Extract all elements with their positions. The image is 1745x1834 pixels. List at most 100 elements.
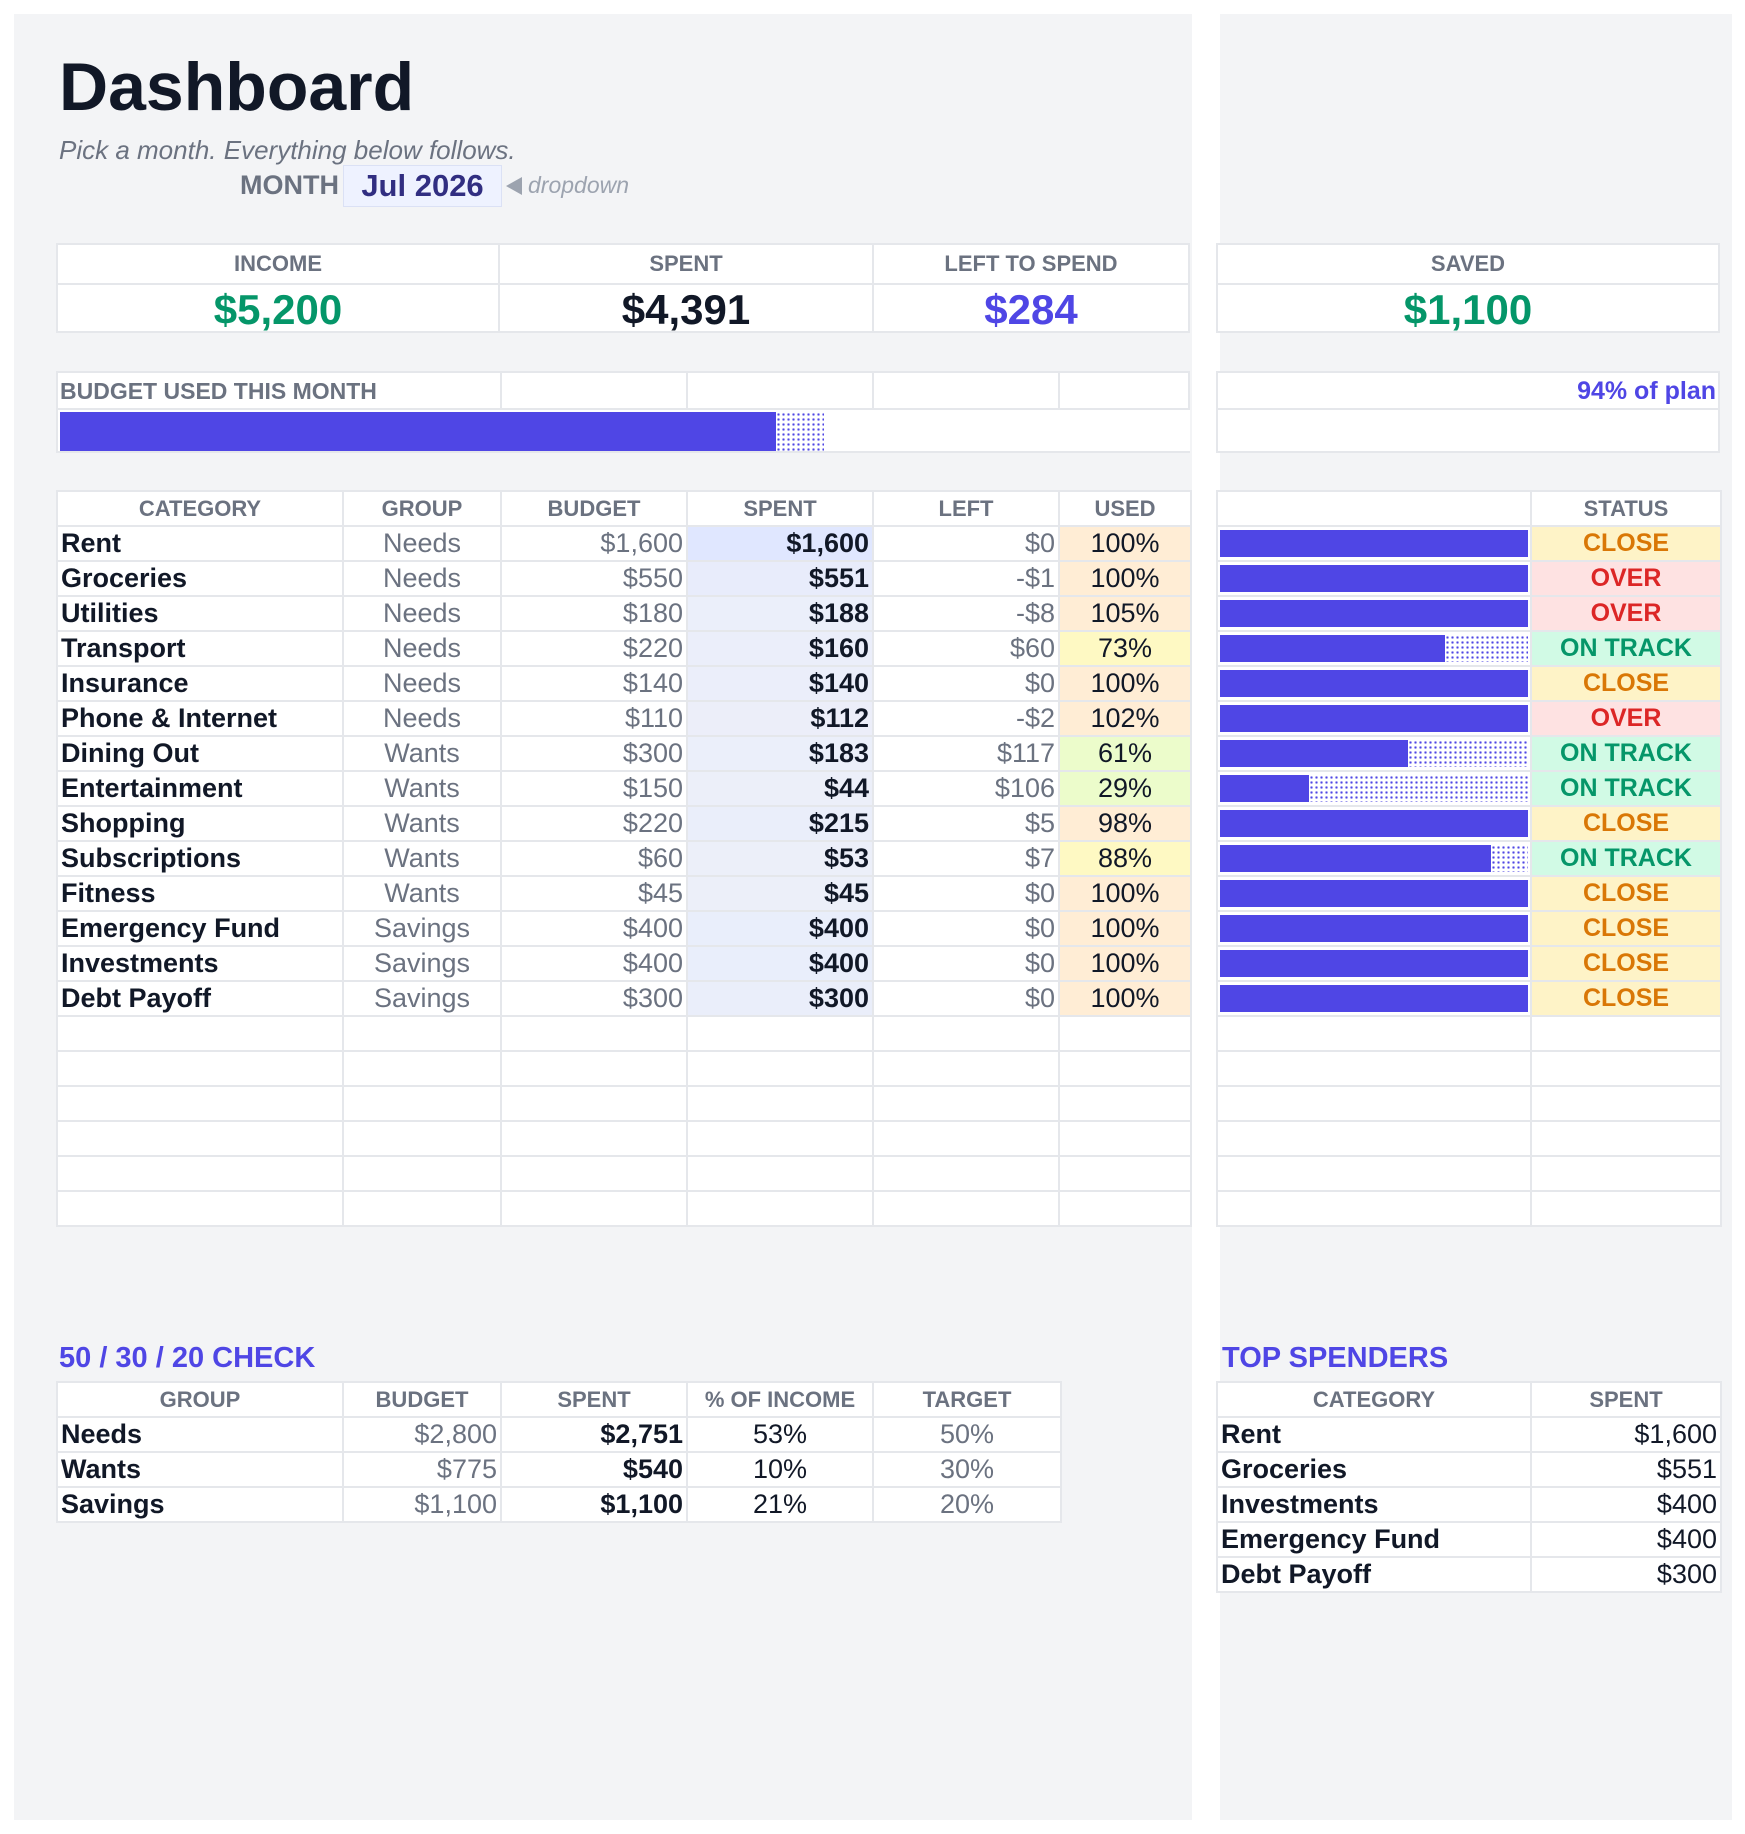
status-badge: ON TRACK — [1530, 770, 1722, 807]
category-spent[interactable]: $400 — [686, 910, 874, 947]
top-spender-category: Rent — [1216, 1416, 1532, 1453]
category-table-header-cell: GROUP — [342, 490, 502, 527]
check-spent: $540 — [500, 1451, 688, 1488]
category-used: 102% — [1058, 700, 1192, 737]
progress-bar-fill — [1220, 915, 1528, 942]
page-title: Dashboard — [59, 49, 415, 125]
category-name: Insurance — [56, 665, 344, 702]
category-used: 73% — [1058, 630, 1192, 667]
status-badge: CLOSE — [1530, 805, 1722, 842]
check-target: 30% — [872, 1451, 1062, 1488]
progress-bar-fill — [1220, 670, 1528, 697]
month-dropdown[interactable]: Jul 2026 — [343, 165, 502, 207]
category-spent[interactable]: $188 — [686, 595, 874, 632]
status-badge: CLOSE — [1530, 665, 1722, 702]
empty-cell — [872, 1190, 1060, 1227]
category-group: Wants — [342, 770, 502, 807]
category-table-header-cell: LEFT — [872, 490, 1060, 527]
empty-cell — [1216, 1190, 1532, 1227]
progress-bar — [1216, 805, 1532, 842]
category-spent[interactable]: $215 — [686, 805, 874, 842]
status-badge: CLOSE — [1530, 525, 1722, 562]
empty-cell — [872, 1155, 1060, 1192]
category-left: $60 — [872, 630, 1060, 667]
progress-bar — [1216, 945, 1532, 982]
category-name: Debt Payoff — [56, 980, 344, 1017]
category-spent[interactable]: $183 — [686, 735, 874, 772]
progress-bar-fill — [1220, 880, 1528, 907]
empty-cell — [1058, 1190, 1192, 1227]
category-left: $0 — [872, 875, 1060, 912]
empty-cell — [56, 1155, 344, 1192]
kpi-income-value: $5,200 — [213, 286, 343, 333]
category-spent[interactable]: $400 — [686, 945, 874, 982]
category-spent[interactable]: $140 — [686, 665, 874, 702]
status-row: CLOSE — [1216, 945, 1722, 982]
category-name: Rent — [56, 525, 344, 562]
category-table-header-cell: CATEGORY — [56, 490, 344, 527]
check-budget: $775 — [342, 1451, 502, 1488]
status-badge: CLOSE — [1530, 980, 1722, 1017]
category-spent[interactable]: $53 — [686, 840, 874, 877]
budget-used-bar-fill — [60, 412, 776, 451]
category-left: $5 — [872, 805, 1060, 842]
category-used: 100% — [1058, 980, 1192, 1017]
category-name: Dining Out — [56, 735, 344, 772]
top-spender-amount: $300 — [1530, 1556, 1722, 1593]
category-spent[interactable]: $551 — [686, 560, 874, 597]
empty-cell — [500, 1085, 688, 1122]
category-spent[interactable]: $44 — [686, 770, 874, 807]
category-spent[interactable]: $112 — [686, 700, 874, 737]
category-left: $117 — [872, 735, 1060, 772]
grid-line — [872, 373, 874, 408]
budget-used-percent-row: 94% of plan — [1216, 371, 1720, 410]
progress-bar — [1216, 700, 1532, 737]
status-row: OVER — [1216, 700, 1722, 737]
category-name: Emergency Fund — [56, 910, 344, 947]
category-name: Utilities — [56, 595, 344, 632]
table-row: Shopping Wants $220 $215 $5 98% — [56, 805, 1192, 842]
category-used: 100% — [1058, 945, 1192, 982]
category-left: -$2 — [872, 700, 1060, 737]
status-row: ON TRACK — [1216, 735, 1722, 772]
check-table: GROUP BUDGET SPENT% OF INCOME TARGET Needs $… — [56, 1381, 1062, 1523]
category-group: Needs — [342, 665, 502, 702]
table-row: Needs $2,800 $2,751 53% 50% — [56, 1416, 1062, 1453]
table-row: Investments $400 — [1216, 1486, 1722, 1523]
progress-bar-fill — [1220, 530, 1528, 557]
empty-row — [1216, 1155, 1722, 1192]
empty-row — [1216, 1015, 1722, 1052]
status-row: ON TRACK — [1216, 840, 1722, 877]
progress-bar — [1216, 525, 1532, 562]
category-used: 100% — [1058, 525, 1192, 562]
empty-cell — [686, 1015, 874, 1052]
empty-cell — [872, 1050, 1060, 1087]
category-spent[interactable]: $45 — [686, 875, 874, 912]
empty-cell — [500, 1155, 688, 1192]
empty-cell — [1530, 1015, 1722, 1052]
category-spent[interactable]: $160 — [686, 630, 874, 667]
table-row: Emergency Fund $400 — [1216, 1521, 1722, 1558]
empty-row — [56, 1190, 1192, 1227]
empty-cell — [500, 1015, 688, 1052]
category-name: Transport — [56, 630, 344, 667]
check-group: Savings — [56, 1486, 344, 1523]
category-name: Entertainment — [56, 770, 344, 807]
status-row: CLOSE — [1216, 910, 1722, 947]
category-budget: $140 — [500, 665, 688, 702]
status-badge: ON TRACK — [1530, 735, 1722, 772]
top-spenders-header-cell: SPENT — [1530, 1381, 1722, 1418]
grid-line — [500, 373, 502, 408]
top-spenders-header-cell: CATEGORY — [1216, 1381, 1532, 1418]
category-used: 105% — [1058, 595, 1192, 632]
progress-bar-fill — [1220, 985, 1528, 1012]
table-row: Entertainment Wants $150 $44 $106 29% — [56, 770, 1192, 807]
table-row: Dining Out Wants $300 $183 $117 61% — [56, 735, 1192, 772]
category-used: 29% — [1058, 770, 1192, 807]
top-spender-category: Debt Payoff — [1216, 1556, 1532, 1593]
category-spent[interactable]: $300 — [686, 980, 874, 1017]
empty-cell — [1530, 1120, 1722, 1157]
category-spent[interactable]: $1,600 — [686, 525, 874, 562]
category-used: 100% — [1058, 875, 1192, 912]
status-header: STATUS — [1530, 490, 1722, 527]
